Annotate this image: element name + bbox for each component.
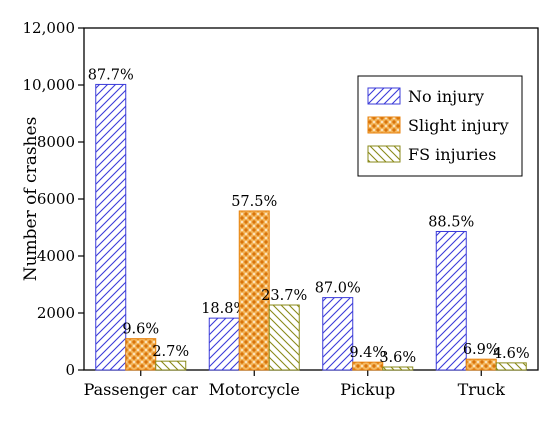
bar bbox=[382, 366, 414, 371]
data-label: 2.7% bbox=[152, 344, 189, 360]
bar bbox=[352, 361, 384, 371]
bar bbox=[95, 83, 127, 371]
data-label: 9.6% bbox=[122, 322, 159, 338]
y-tick-label: 12,000 bbox=[23, 19, 76, 37]
y-tick-label: 0 bbox=[65, 361, 75, 379]
y-tick-label: 4000 bbox=[37, 247, 75, 265]
legend-swatch bbox=[367, 87, 401, 105]
data-label: 3.6% bbox=[379, 350, 416, 366]
y-tick-label: 10,000 bbox=[23, 76, 76, 94]
legend: No injury Slight injury FS injuries bbox=[357, 75, 523, 177]
legend-swatch bbox=[367, 145, 401, 163]
data-label: 87.7% bbox=[88, 67, 134, 83]
plot-area: 0 2000 4000 6000 8000 10,000 12,000 Number of c… bbox=[21, 19, 539, 399]
bar bbox=[268, 304, 300, 371]
bar bbox=[322, 297, 354, 371]
x-tick-label: Motorcycle bbox=[209, 380, 300, 399]
y-tick-label: 8000 bbox=[37, 133, 75, 151]
x-tick-label: Truck bbox=[458, 380, 506, 399]
legend-label: No injury bbox=[408, 87, 484, 106]
y-axis-title: Number of crashes bbox=[21, 117, 41, 282]
bar bbox=[125, 338, 157, 371]
y-tick-label: 6000 bbox=[37, 190, 75, 208]
data-label: 23.7% bbox=[261, 288, 307, 304]
bar bbox=[465, 358, 497, 371]
x-tick-label: Passenger car bbox=[84, 380, 199, 399]
bar bbox=[435, 230, 467, 371]
y-tick-label: 2000 bbox=[37, 304, 75, 322]
data-label: 87.0% bbox=[315, 281, 361, 297]
legend-label: Slight injury bbox=[408, 116, 509, 135]
legend-label: FS injuries bbox=[408, 145, 496, 164]
data-label: 18.8% bbox=[201, 301, 247, 317]
data-label: 9.4% bbox=[349, 345, 386, 361]
legend-swatch bbox=[367, 116, 401, 134]
data-label: 6.9% bbox=[463, 342, 500, 358]
bar bbox=[238, 210, 270, 371]
bar bbox=[155, 360, 187, 371]
data-label: 88.5% bbox=[428, 214, 474, 230]
data-label: 4.6% bbox=[493, 346, 530, 362]
x-tick-label: Pickup bbox=[340, 380, 395, 399]
bar bbox=[495, 362, 527, 371]
data-label: 57.5% bbox=[231, 194, 277, 210]
bar bbox=[208, 317, 240, 371]
